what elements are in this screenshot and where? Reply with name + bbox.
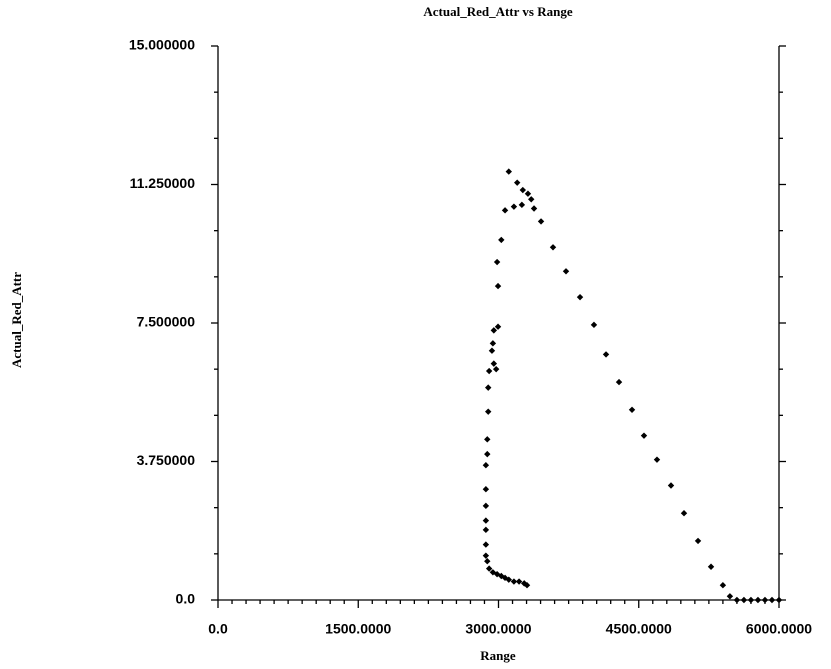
scatter-point [653, 456, 661, 463]
scatter-point [528, 196, 535, 203]
scatter-point [482, 541, 490, 548]
scatter-point [524, 190, 532, 197]
scatter-point [515, 578, 523, 585]
x-tick-label: 6000.0000 [746, 621, 812, 637]
scatter-point [530, 205, 538, 212]
scatter-point [484, 436, 491, 443]
y-tick-label: 15.000000 [129, 37, 195, 53]
scatter-point [485, 408, 492, 415]
scatter-point [615, 378, 623, 386]
y-tick-label: 11.250000 [130, 175, 196, 191]
scatter-point [489, 569, 497, 576]
scatter-point [518, 201, 526, 209]
scatter-point [523, 582, 531, 589]
scatter-point [640, 432, 648, 439]
scatter-point [719, 582, 727, 589]
scatter-point [493, 258, 501, 266]
scatter-point [733, 596, 741, 604]
scatter-point [494, 323, 502, 330]
scatter-point [489, 340, 497, 347]
scatter-point [482, 486, 490, 493]
scatter-point [562, 268, 570, 275]
scatter-point [510, 203, 518, 210]
scatter-point [726, 593, 734, 600]
scatter-point [488, 347, 496, 354]
scatter-point [485, 565, 493, 572]
scatter-point [482, 517, 490, 524]
scatter-point [628, 406, 636, 413]
scatter-point [505, 168, 512, 175]
scatter-point [549, 244, 557, 251]
scatter-point [498, 236, 505, 244]
scatter-point [775, 596, 783, 604]
scatter-point [505, 576, 512, 583]
scatter-point [490, 327, 498, 334]
scatter-point [694, 537, 702, 545]
scatter-point [754, 596, 762, 604]
scatter-point [768, 596, 776, 604]
y-tick-label: 7.500000 [137, 314, 196, 330]
x-tick-label: 3000.0000 [465, 621, 531, 637]
scatter-point [519, 186, 527, 194]
scatter-point [484, 558, 491, 565]
scatter-point [485, 367, 493, 375]
scatter-point [482, 552, 490, 559]
x-axis-label: Range [480, 648, 516, 663]
x-tick-label: 1500.0000 [325, 621, 391, 637]
scatter-point [484, 450, 491, 458]
y-axis-label: Actual_Red_Attr [9, 272, 24, 368]
scatter-point [482, 461, 490, 469]
scatter-point [514, 179, 521, 186]
y-tick-label: 3.750000 [137, 452, 196, 468]
scatter-point [590, 321, 598, 329]
scatter-point [494, 282, 502, 290]
x-tick-label: 4500.0000 [606, 621, 672, 637]
scatter-point [576, 293, 584, 301]
scatter-point [493, 570, 501, 578]
scatter-point [485, 384, 492, 391]
scatter-point [761, 596, 769, 604]
scatter-point [482, 502, 490, 510]
scatter-point [537, 218, 545, 225]
scatter-point [667, 482, 675, 489]
chart-title: Actual_Red_Attr vs Range [423, 4, 572, 19]
y-tick-label: 0.0 [176, 591, 196, 607]
scatter-point [492, 365, 500, 373]
scatter-point [747, 596, 755, 604]
scatter-point [498, 572, 505, 580]
scatter-point [490, 360, 498, 367]
scatter-point [707, 563, 715, 570]
scatter-point [602, 351, 610, 358]
scatter-point [501, 207, 509, 214]
scatter-point [740, 596, 748, 604]
scatter-point [680, 510, 688, 517]
scatter-point [482, 526, 490, 534]
x-tick-label: 0.0 [208, 621, 228, 637]
scatter-point [510, 578, 518, 585]
